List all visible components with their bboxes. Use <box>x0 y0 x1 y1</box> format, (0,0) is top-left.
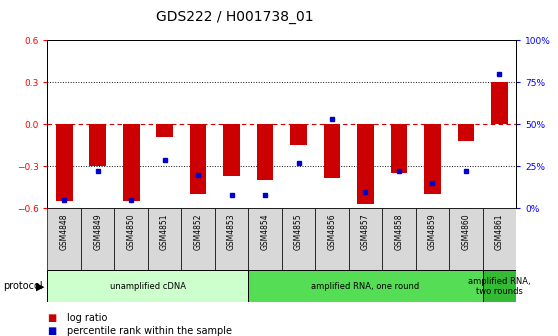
Text: amplified RNA,
two rounds: amplified RNA, two rounds <box>468 277 531 296</box>
Bar <box>190 124 206 194</box>
Bar <box>248 270 483 302</box>
Bar <box>223 124 240 176</box>
Text: percentile rank within the sample: percentile rank within the sample <box>67 326 232 336</box>
Bar <box>47 208 81 270</box>
Bar <box>324 124 340 177</box>
Bar <box>257 124 273 180</box>
Bar <box>483 270 516 302</box>
Bar <box>47 270 248 302</box>
Bar <box>483 208 516 270</box>
Text: log ratio: log ratio <box>67 312 107 323</box>
Text: GSM4858: GSM4858 <box>395 213 403 250</box>
Bar <box>156 124 173 137</box>
Text: amplified RNA, one round: amplified RNA, one round <box>311 282 420 291</box>
Bar <box>114 208 148 270</box>
Bar <box>357 124 374 204</box>
Text: ■: ■ <box>47 326 57 336</box>
Text: protocol: protocol <box>3 282 42 291</box>
Text: GSM4856: GSM4856 <box>328 213 336 250</box>
Bar <box>491 82 508 124</box>
Bar <box>382 208 416 270</box>
Text: GSM4859: GSM4859 <box>428 213 437 250</box>
Bar <box>181 208 215 270</box>
Bar <box>449 208 483 270</box>
Text: GSM4851: GSM4851 <box>160 213 169 250</box>
Bar <box>148 208 181 270</box>
Text: GSM4860: GSM4860 <box>461 213 470 250</box>
Text: GDS222 / H001738_01: GDS222 / H001738_01 <box>156 10 313 24</box>
Text: GSM4850: GSM4850 <box>127 213 136 250</box>
Text: GSM4854: GSM4854 <box>261 213 270 250</box>
Bar <box>458 124 474 141</box>
Bar <box>81 208 114 270</box>
Text: ▶: ▶ <box>36 282 45 291</box>
Bar <box>56 124 73 201</box>
Text: GSM4855: GSM4855 <box>294 213 303 250</box>
Bar <box>315 208 349 270</box>
Bar <box>416 208 449 270</box>
Bar <box>349 208 382 270</box>
Text: GSM4848: GSM4848 <box>60 213 69 250</box>
Text: ■: ■ <box>47 312 57 323</box>
Text: unamplified cDNA: unamplified cDNA <box>110 282 186 291</box>
Bar <box>424 124 441 194</box>
Bar <box>391 124 407 173</box>
Bar <box>215 208 248 270</box>
Bar <box>248 208 282 270</box>
Text: GSM4849: GSM4849 <box>93 213 102 250</box>
Bar <box>290 124 307 145</box>
Bar <box>282 208 315 270</box>
Bar <box>123 124 140 201</box>
Text: GSM4853: GSM4853 <box>227 213 236 250</box>
Text: GSM4852: GSM4852 <box>194 213 203 250</box>
Text: GSM4857: GSM4857 <box>361 213 370 250</box>
Text: GSM4861: GSM4861 <box>495 213 504 250</box>
Bar <box>89 124 106 166</box>
